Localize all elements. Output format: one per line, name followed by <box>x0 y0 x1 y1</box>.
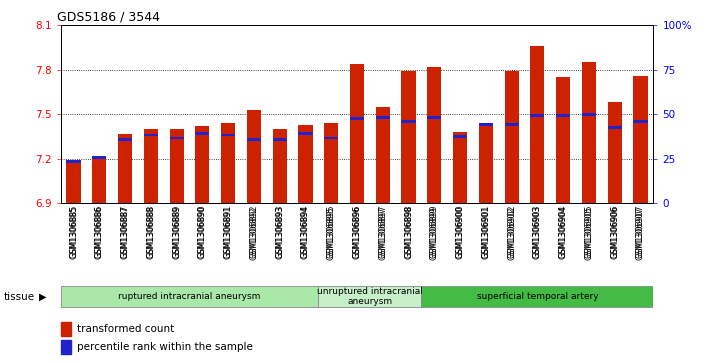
Bar <box>531 46 545 203</box>
Bar <box>61 322 71 336</box>
Text: GSM1306894: GSM1306894 <box>301 205 310 258</box>
Bar <box>556 77 570 203</box>
Bar <box>298 132 313 135</box>
Bar <box>92 156 106 159</box>
Bar <box>401 72 416 203</box>
Bar <box>324 137 338 139</box>
Text: GSM1306889: GSM1306889 <box>172 205 181 258</box>
Bar <box>273 138 287 141</box>
Bar <box>582 62 596 203</box>
Text: GSM1306899: GSM1306899 <box>430 205 439 258</box>
Bar <box>273 129 287 203</box>
Text: GSM1306896: GSM1306896 <box>353 205 361 258</box>
Bar <box>401 121 416 123</box>
Text: GSM1306893: GSM1306893 <box>275 205 284 258</box>
Text: GSM1306897: GSM1306897 <box>378 205 387 258</box>
Bar <box>376 107 390 203</box>
Text: GSM1306906: GSM1306906 <box>610 205 619 258</box>
Bar <box>479 123 493 126</box>
Bar <box>453 135 467 138</box>
Bar <box>376 116 390 119</box>
Bar <box>608 102 622 203</box>
Bar <box>531 114 545 117</box>
Bar <box>350 118 364 120</box>
Bar <box>324 123 338 203</box>
Bar <box>505 72 518 203</box>
Text: GSM1306887: GSM1306887 <box>121 205 130 258</box>
Bar <box>196 132 209 135</box>
Text: GSM1306902: GSM1306902 <box>507 205 516 258</box>
Text: GSM1306895: GSM1306895 <box>327 205 336 258</box>
Text: transformed count: transformed count <box>77 324 174 334</box>
Bar <box>66 160 81 163</box>
Bar <box>169 137 183 139</box>
Text: GSM1306886: GSM1306886 <box>95 205 104 258</box>
Text: GSM1306890: GSM1306890 <box>198 205 207 258</box>
Bar <box>633 121 648 123</box>
FancyBboxPatch shape <box>318 286 421 307</box>
Bar <box>427 116 441 119</box>
Text: GSM1306892: GSM1306892 <box>249 205 258 258</box>
Text: tissue: tissue <box>4 292 35 302</box>
Bar <box>92 156 106 203</box>
Bar <box>298 125 313 203</box>
Text: GSM1306905: GSM1306905 <box>584 205 593 258</box>
Bar <box>221 134 235 136</box>
Text: superficial temporal artery: superficial temporal artery <box>476 292 598 301</box>
Bar <box>608 126 622 129</box>
Bar <box>350 64 364 203</box>
Bar <box>582 113 596 116</box>
Text: GSM1306907: GSM1306907 <box>636 205 645 258</box>
Text: GSM1306885: GSM1306885 <box>69 205 78 258</box>
Bar <box>556 114 570 117</box>
Bar <box>453 132 467 203</box>
Bar <box>221 123 235 203</box>
Bar <box>427 67 441 203</box>
FancyBboxPatch shape <box>61 286 318 307</box>
Text: percentile rank within the sample: percentile rank within the sample <box>77 342 253 352</box>
Bar <box>169 129 183 203</box>
Text: unruptured intracranial
aneurysm: unruptured intracranial aneurysm <box>317 287 423 306</box>
Text: GSM1306900: GSM1306900 <box>456 205 465 258</box>
FancyBboxPatch shape <box>421 286 653 307</box>
Bar <box>505 123 518 126</box>
Bar <box>633 76 648 203</box>
Text: GSM1306898: GSM1306898 <box>404 205 413 258</box>
Bar <box>479 123 493 203</box>
Bar <box>196 126 209 203</box>
Bar <box>247 138 261 141</box>
Text: GDS5186 / 3544: GDS5186 / 3544 <box>57 11 160 24</box>
Text: GSM1306901: GSM1306901 <box>481 205 491 258</box>
Text: GSM1306904: GSM1306904 <box>558 205 568 258</box>
Text: GSM1306903: GSM1306903 <box>533 205 542 258</box>
Text: GSM1306891: GSM1306891 <box>223 205 233 258</box>
Bar <box>118 138 132 141</box>
Bar <box>144 134 158 136</box>
Text: ▶: ▶ <box>39 292 47 302</box>
Bar <box>144 129 158 203</box>
Bar <box>247 110 261 203</box>
Text: GSM1306888: GSM1306888 <box>146 205 156 258</box>
Bar <box>118 134 132 203</box>
Text: ruptured intracranial aneurysm: ruptured intracranial aneurysm <box>119 292 261 301</box>
Bar <box>66 160 81 203</box>
Bar <box>61 340 71 354</box>
